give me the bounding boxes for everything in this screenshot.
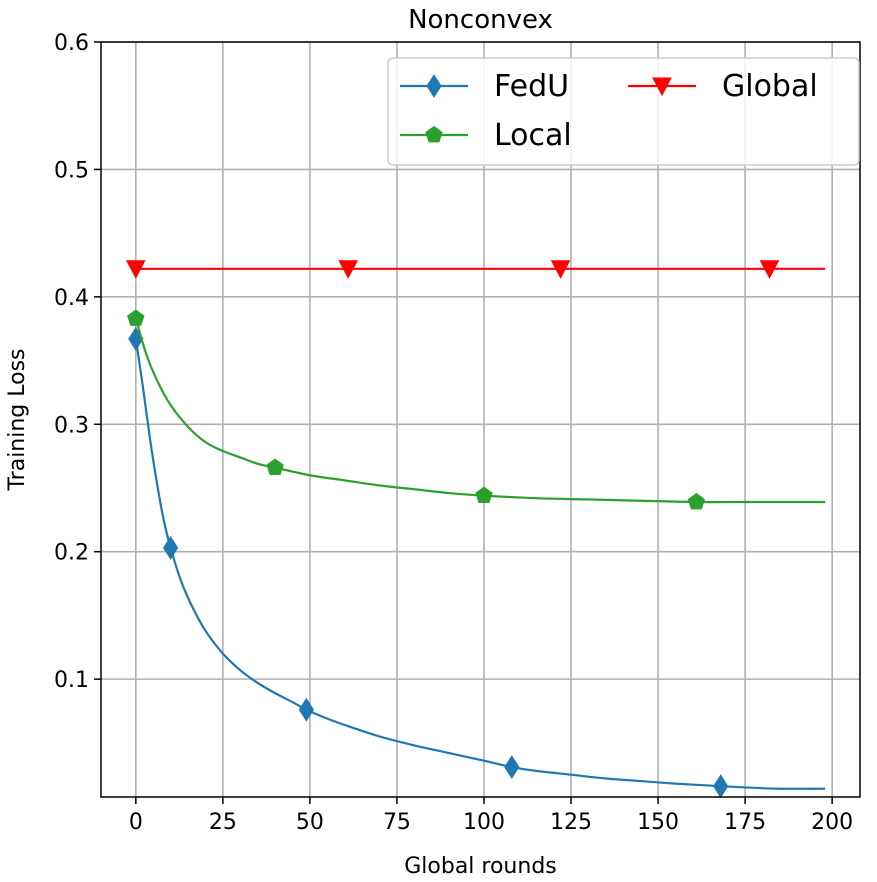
series-local bbox=[127, 309, 826, 510]
series-layer bbox=[125, 260, 826, 799]
x-tick-label: 0 bbox=[129, 810, 143, 835]
x-tick-label: 200 bbox=[811, 810, 853, 835]
data-point-local bbox=[127, 309, 145, 326]
series-line-fedu bbox=[134, 338, 826, 790]
y-tick-label: 0.2 bbox=[54, 541, 89, 566]
x-tick-label: 25 bbox=[209, 810, 237, 835]
legend: FedU Local Global bbox=[387, 57, 860, 166]
x-tick-label: 75 bbox=[383, 810, 411, 835]
ticks: 0 25 50 75 100 125 150 175 200 0.1 0.2 0.3 0.4 0.5 0.6 bbox=[54, 31, 853, 835]
legend-marker-global bbox=[652, 77, 672, 97]
data-point-local bbox=[475, 486, 493, 503]
y-tick-label: 0.3 bbox=[54, 413, 89, 438]
chart-title: Nonconvex bbox=[408, 5, 553, 35]
x-tick-label: 150 bbox=[637, 810, 679, 835]
x-tick-label: 125 bbox=[550, 810, 592, 835]
legend-marker-fedu bbox=[426, 74, 442, 98]
data-point-global bbox=[338, 260, 359, 279]
data-point-global bbox=[125, 260, 146, 279]
y-axis-title: Training Loss bbox=[5, 348, 30, 491]
data-point-global bbox=[550, 260, 571, 279]
legend-entry-global: Global bbox=[628, 69, 818, 104]
data-point-local bbox=[266, 458, 284, 475]
y-tick-label: 0.6 bbox=[54, 31, 89, 56]
legend-entry-fedu: FedU bbox=[400, 69, 569, 104]
data-point-fedu bbox=[298, 697, 314, 722]
x-tick-label: 50 bbox=[296, 810, 324, 835]
series-line-local bbox=[134, 318, 826, 504]
data-point-fedu bbox=[504, 755, 520, 780]
x-tick-label: 100 bbox=[463, 810, 505, 835]
x-axis-title: Global rounds bbox=[404, 854, 557, 879]
legend-entry-local: Local bbox=[400, 118, 572, 153]
axes-frame bbox=[100, 41, 861, 798]
legend-box bbox=[387, 57, 860, 166]
legend-label-global: Global bbox=[722, 69, 818, 104]
data-point-global bbox=[759, 260, 780, 279]
y-tick-label: 0.1 bbox=[54, 668, 89, 693]
data-point-fedu bbox=[713, 774, 729, 799]
data-point-local bbox=[687, 492, 705, 510]
data-point-fedu bbox=[163, 535, 179, 560]
series-fedu bbox=[128, 326, 826, 799]
legend-marker-local bbox=[425, 125, 443, 143]
grid bbox=[101, 41, 860, 797]
series-global bbox=[125, 260, 826, 279]
y-tick-label: 0.4 bbox=[54, 286, 89, 311]
legend-label-local: Local bbox=[494, 118, 572, 153]
legend-label-fedu: FedU bbox=[494, 69, 569, 104]
y-tick-label: 0.5 bbox=[54, 158, 89, 183]
x-tick-label: 175 bbox=[724, 810, 766, 835]
